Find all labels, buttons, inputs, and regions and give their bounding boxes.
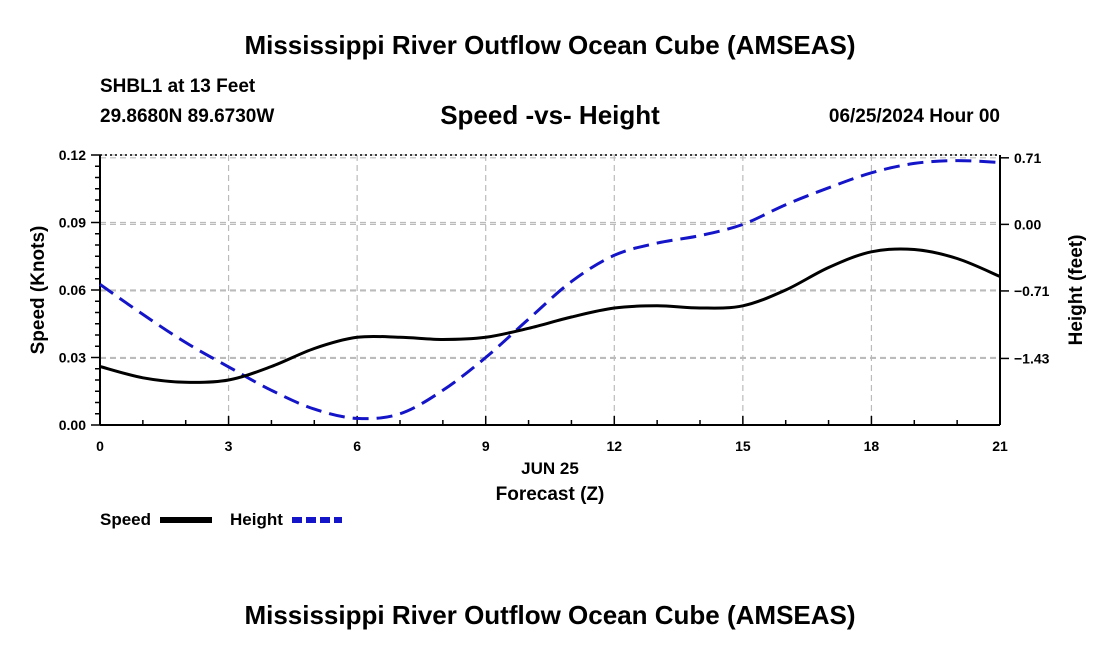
y-tick-label: 0.09 (59, 215, 86, 231)
x-tick-label: 6 (353, 438, 361, 454)
x-axis-title: Forecast (Z) (496, 484, 605, 505)
forecast-datetime: 06/25/2024 Hour 00 (828, 106, 1000, 127)
legend: Speed Height (100, 510, 342, 529)
speed-series-line (99, 247, 1001, 384)
legend-height-label: Height (230, 510, 283, 529)
x-tick-label: 12 (606, 438, 622, 454)
station-label: SHBL1 at 13 Feet (100, 76, 256, 97)
tick-labels: 0 3 6 9 12 15 18 21 0.00 0.03 0.06 0.09 0.12 0.71 0.00… (59, 147, 1050, 454)
y-axis-title: Speed (Knots) (28, 226, 49, 355)
y2-tick-label: −0.71 (1014, 283, 1050, 299)
y-tick-label: 0.06 (59, 282, 86, 298)
x-tick-label: 21 (992, 438, 1008, 454)
y-tick-label: 0.00 (59, 417, 86, 433)
y2-axis-title: Height (feet) (1066, 235, 1087, 346)
legend-speed-label: Speed (100, 510, 151, 529)
x-tick-label: 18 (864, 438, 880, 454)
y-tick-label: 0.12 (59, 147, 86, 163)
x-tick-label: 0 (96, 438, 104, 454)
x-axis-date-label: JUN 25 (521, 459, 579, 478)
x-tick-label: 9 (482, 438, 490, 454)
y2-tick-label: −1.43 (1014, 350, 1050, 366)
height-series-line (99, 159, 1001, 421)
y2-tick-label: 0.71 (1014, 150, 1041, 166)
grid-lines (100, 154, 1000, 426)
footer-title: Mississippi River Outflow Ocean Cube (AM… (244, 600, 856, 630)
x-tick-label: 15 (735, 438, 751, 454)
y-tick-label: 0.03 (59, 350, 86, 366)
axes (91, 154, 1009, 426)
x-tick-label: 3 (225, 438, 233, 454)
coordinates-label: 29.8680N 89.6730W (100, 106, 275, 127)
y2-tick-label: 0.00 (1014, 216, 1041, 232)
chart-title: Speed -vs- Height (440, 100, 660, 130)
series-lines (99, 159, 1001, 421)
main-title: Mississippi River Outflow Ocean Cube (AM… (244, 30, 856, 60)
